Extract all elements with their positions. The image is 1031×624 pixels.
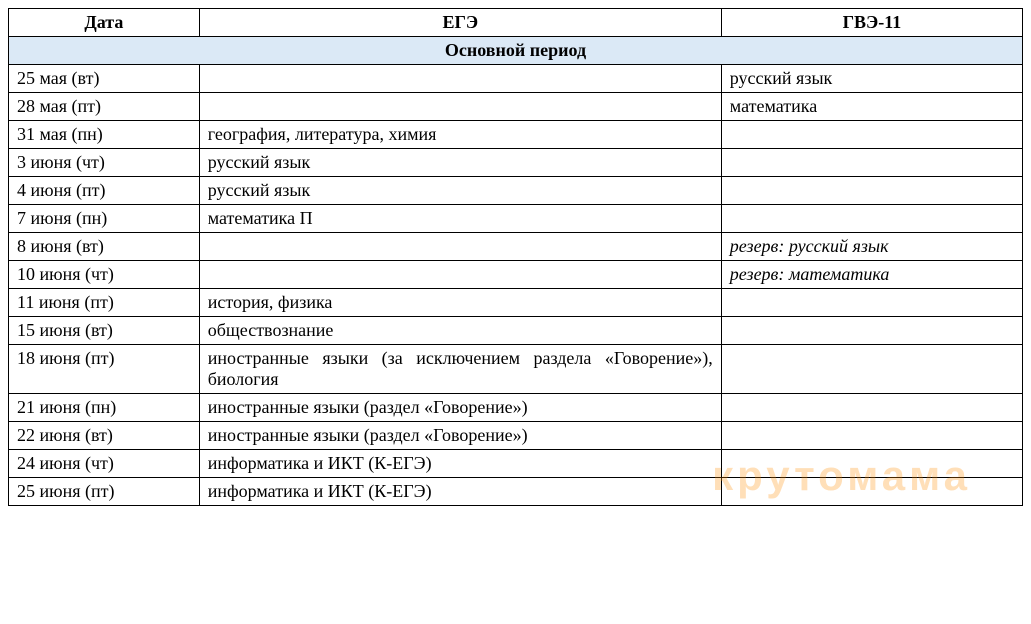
cell-ege: иностранные языки (раздел «Говорение») <box>199 394 721 422</box>
cell-date: 28 мая (пт) <box>9 93 200 121</box>
table-row: 8 июня (вт) резерв: русский язык <box>9 233 1023 261</box>
cell-ege <box>199 261 721 289</box>
cell-date: 25 мая (вт) <box>9 65 200 93</box>
cell-date: 4 июня (пт) <box>9 177 200 205</box>
table-row: 22 июня (вт) иностранные языки (раздел «… <box>9 422 1023 450</box>
table-row: 11 июня (пт) история, физика <box>9 289 1023 317</box>
cell-ege: русский язык <box>199 177 721 205</box>
cell-ege: обществознание <box>199 317 721 345</box>
table-row: 15 июня (вт) обществознание <box>9 317 1023 345</box>
cell-ege <box>199 233 721 261</box>
cell-gve <box>721 422 1022 450</box>
cell-ege: информатика и ИКТ (К-ЕГЭ) <box>199 478 721 506</box>
cell-gve <box>721 394 1022 422</box>
cell-gve <box>721 345 1022 394</box>
cell-date: 21 июня (пн) <box>9 394 200 422</box>
table-row: 21 июня (пн) иностранные языки (раздел «… <box>9 394 1023 422</box>
table-row: 25 июня (пт) информатика и ИКТ (К-ЕГЭ) <box>9 478 1023 506</box>
table-row: 18 июня (пт) иностранные языки (за исклю… <box>9 345 1023 394</box>
cell-gve <box>721 478 1022 506</box>
cell-date: 25 июня (пт) <box>9 478 200 506</box>
cell-date: 31 мая (пн) <box>9 121 200 149</box>
col-header-ege: ЕГЭ <box>199 9 721 37</box>
cell-date: 8 июня (вт) <box>9 233 200 261</box>
cell-gve <box>721 289 1022 317</box>
table-row: 24 июня (чт) информатика и ИКТ (К-ЕГЭ) <box>9 450 1023 478</box>
table-row: 25 мая (вт) русский язык <box>9 65 1023 93</box>
table-row: 3 июня (чт) русский язык <box>9 149 1023 177</box>
cell-date: 15 июня (вт) <box>9 317 200 345</box>
cell-gve <box>721 450 1022 478</box>
table-row: 7 июня (пн) математика П <box>9 205 1023 233</box>
cell-gve: резерв: русский язык <box>721 233 1022 261</box>
cell-ege: математика П <box>199 205 721 233</box>
section-row-main-period: Основной период <box>9 37 1023 65</box>
table-row: 28 мая (пт) математика <box>9 93 1023 121</box>
table-row: 4 июня (пт) русский язык <box>9 177 1023 205</box>
cell-ege: иностранные языки (за исключением раздел… <box>199 345 721 394</box>
cell-date: 22 июня (вт) <box>9 422 200 450</box>
cell-ege <box>199 93 721 121</box>
cell-gve <box>721 149 1022 177</box>
cell-ege <box>199 65 721 93</box>
cell-gve <box>721 177 1022 205</box>
cell-gve <box>721 205 1022 233</box>
cell-date: 7 июня (пн) <box>9 205 200 233</box>
cell-gve <box>721 121 1022 149</box>
table-row: 10 июня (чт) резерв: математика <box>9 261 1023 289</box>
col-header-gve: ГВЭ-11 <box>721 9 1022 37</box>
cell-date: 10 июня (чт) <box>9 261 200 289</box>
cell-date: 18 июня (пт) <box>9 345 200 394</box>
cell-date: 11 июня (пт) <box>9 289 200 317</box>
cell-ege: география, литература, химия <box>199 121 721 149</box>
table-header-row: Дата ЕГЭ ГВЭ-11 <box>9 9 1023 37</box>
exam-schedule-table: Дата ЕГЭ ГВЭ-11 Основной период 25 мая (… <box>8 8 1023 506</box>
cell-date: 3 июня (чт) <box>9 149 200 177</box>
cell-ege: история, физика <box>199 289 721 317</box>
cell-ege: иностранные языки (раздел «Говорение») <box>199 422 721 450</box>
cell-gve: математика <box>721 93 1022 121</box>
cell-ege: русский язык <box>199 149 721 177</box>
table-row: 31 мая (пн) география, литература, химия <box>9 121 1023 149</box>
cell-gve: резерв: математика <box>721 261 1022 289</box>
col-header-date: Дата <box>9 9 200 37</box>
cell-gve: русский язык <box>721 65 1022 93</box>
cell-ege: информатика и ИКТ (К-ЕГЭ) <box>199 450 721 478</box>
section-label: Основной период <box>9 37 1023 65</box>
cell-date: 24 июня (чт) <box>9 450 200 478</box>
cell-gve <box>721 317 1022 345</box>
